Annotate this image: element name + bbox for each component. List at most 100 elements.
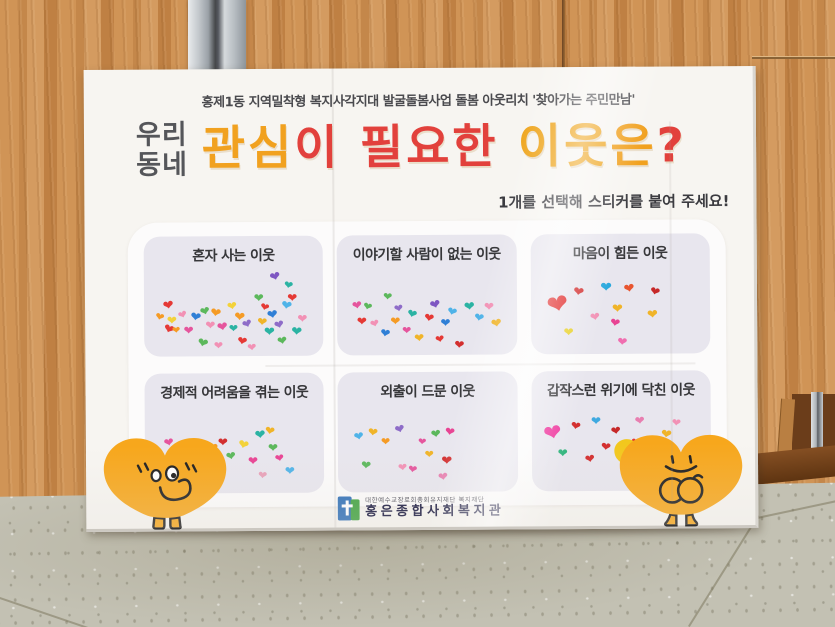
heart-sticker: ❤ bbox=[176, 307, 190, 323]
heart-sticker: ❤ bbox=[205, 318, 216, 333]
heart-sticker: ❤ bbox=[543, 287, 572, 322]
heart-sticker: ❤ bbox=[356, 314, 367, 329]
heart-character-right bbox=[614, 434, 743, 527]
heart-sticker: ❤ bbox=[589, 309, 602, 326]
heart-sticker: ❤ bbox=[489, 315, 503, 333]
panel-title: 갑작스런 위기에 닥친 이웃 bbox=[546, 382, 695, 400]
heart-sticker: ❤ bbox=[247, 453, 259, 468]
title-segment: 은 bbox=[610, 118, 657, 174]
heart-sticker: ❤ bbox=[368, 316, 382, 332]
title-prefix-line2: 동네 bbox=[136, 149, 188, 181]
title-prefix: 우리 동네 bbox=[135, 119, 188, 181]
heart-sticker: ❤ bbox=[153, 309, 166, 325]
heart-sticker: ❤ bbox=[360, 457, 372, 473]
door-hinge-metal bbox=[188, 0, 246, 75]
sticker-area: ❤ ❤ ❤ ❤ ❤ ❤ ❤ ❤ ❤ ❤ ❤ bbox=[536, 263, 704, 350]
neighbor-panel: 이야기할 사람이 없는 이웃 ❤ ❤ ❤ ❤ ❤ ❤ ❤ ❤ ❤ ❤ ❤ ❤ ❤ ❤ ❤ ❤ ❤ ❤ ❤ ❤ ❤ bbox=[336, 234, 517, 356]
title-segment: ? bbox=[656, 118, 688, 174]
heart-sticker: ❤ bbox=[171, 325, 181, 338]
panel-title: 혼자 사는 이웃 bbox=[192, 247, 275, 265]
heart-sticker: ❤ bbox=[268, 268, 284, 287]
heart-sticker: ❤ bbox=[273, 451, 286, 466]
heart-sticker: ❤ bbox=[361, 299, 375, 315]
heart-sticker: ❤ bbox=[195, 334, 210, 352]
instruction-text: 1개를 선택해 스티커를 붙여 주세요! bbox=[497, 192, 730, 212]
heart-sticker: ❤ bbox=[215, 319, 230, 337]
title-segment: 필요한 bbox=[340, 119, 499, 176]
heart-sticker: ❤ bbox=[572, 284, 586, 302]
heart-sticker: ❤ bbox=[583, 450, 596, 467]
organization-footer: 대한예수교장로회총회유지재단 복지재단 홍은종합사회복지관 bbox=[337, 495, 504, 521]
heart-sticker: ❤ bbox=[609, 315, 622, 331]
heart-sticker: ❤ bbox=[390, 314, 401, 329]
heart-sticker: ❤ bbox=[483, 299, 495, 314]
heart-sticker: ❤ bbox=[382, 289, 394, 304]
wall-panel-seam bbox=[752, 56, 835, 59]
heart-sticker: ❤ bbox=[463, 299, 476, 316]
heart-sticker: ❤ bbox=[240, 315, 255, 332]
title-segment: 이웃 bbox=[498, 118, 611, 175]
program-line: 홍제1동 지역밀착형 복지사각지대 발굴돌봄사업 돌봄 아웃리치 '찾아가는 주… bbox=[201, 92, 635, 111]
panel-title: 마음이 힘든 이웃 bbox=[572, 245, 668, 263]
heart-sticker: ❤ bbox=[648, 283, 663, 300]
heart-sticker: ❤ bbox=[428, 297, 444, 315]
heart-sticker: ❤ bbox=[290, 324, 303, 341]
heart-sticker: ❤ bbox=[434, 331, 446, 347]
heart-sticker: ❤ bbox=[246, 340, 258, 355]
heart-sticker: ❤ bbox=[287, 290, 298, 305]
heart-sticker: ❤ bbox=[402, 324, 412, 338]
heart-sticker: ❤ bbox=[263, 325, 275, 341]
heart-sticker: ❤ bbox=[541, 419, 565, 449]
welfare-poster: 홍제1동 지역밀착형 복지사각지대 발굴돌봄사업 돌봄 아웃리치 '찾아가는 주… bbox=[83, 65, 759, 533]
panel-title: 이야기할 사람이 없는 이웃 bbox=[352, 246, 501, 264]
heart-sticker: ❤ bbox=[392, 420, 407, 437]
heart-sticker: ❤ bbox=[397, 460, 408, 475]
title-segment: 관심 bbox=[201, 120, 295, 177]
heart-sticker: ❤ bbox=[413, 330, 425, 346]
heart-sticker: ❤ bbox=[405, 306, 419, 323]
heart-sticker: ❤ bbox=[600, 280, 612, 297]
heart-sticker: ❤ bbox=[392, 301, 404, 316]
panel-title: 외출이 드문 이웃 bbox=[380, 383, 475, 401]
heart-sticker: ❤ bbox=[272, 317, 286, 334]
neighbor-panel: 마음이 힘든 이웃 ❤ ❤ ❤ ❤ ❤ ❤ ❤ ❤ ❤ ❤ ❤ bbox=[530, 233, 711, 355]
heart-sticker: ❤ bbox=[437, 469, 450, 485]
heart-sticker: ❤ bbox=[213, 339, 224, 353]
heart-sticker: ❤ bbox=[569, 418, 583, 434]
main-title: 관심이 필요한 이웃은? bbox=[202, 114, 688, 181]
heart-sticker: ❤ bbox=[257, 468, 268, 483]
heart-sticker: ❤ bbox=[263, 423, 276, 440]
heart-sticker: ❤ bbox=[453, 337, 465, 353]
door-seam bbox=[562, 0, 565, 72]
heart-sticker: ❤ bbox=[297, 311, 308, 327]
heart-sticker: ❤ bbox=[443, 424, 456, 440]
heart-sticker: ❤ bbox=[633, 412, 646, 428]
heart-sticker: ❤ bbox=[590, 413, 602, 428]
neighbor-panel: 혼자 사는 이웃 ❤ ❤ ❤ ❤ ❤ ❤ ❤ ❤ ❤ ❤ ❤ ❤ ❤ ❤ ❤ ❤ ❤ ❤ ❤ ❤ ❤ ❤ ❤ ❤ ❤ ❤ ❤ ❤ ❤ ❤ ❤ ❤… bbox=[143, 235, 324, 357]
heart-sticker: ❤ bbox=[622, 280, 636, 298]
heart-sticker: ❤ bbox=[407, 462, 418, 477]
heart-sticker: ❤ bbox=[183, 323, 194, 338]
heart-sticker: ❤ bbox=[276, 332, 289, 349]
heart-sticker: ❤ bbox=[430, 426, 443, 442]
heart-sticker: ❤ bbox=[611, 301, 623, 317]
heart-sticker: ❤ bbox=[236, 437, 251, 455]
panel-title: 경제적 어려움을 겪는 이웃 bbox=[160, 384, 309, 402]
title-block: 우리 동네 관심이 필요한 이웃은? bbox=[136, 114, 687, 181]
heart-sticker: ❤ bbox=[616, 334, 628, 350]
heart-sticker: ❤ bbox=[646, 306, 659, 323]
heart-sticker: ❤ bbox=[366, 424, 379, 440]
org-name-text: 홍은종합사회복지관 bbox=[365, 503, 505, 520]
church-logo-icon bbox=[337, 496, 360, 521]
heart-sticker: ❤ bbox=[557, 446, 568, 461]
heart-sticker: ❤ bbox=[563, 324, 574, 340]
heart-sticker: ❤ bbox=[380, 435, 391, 449]
heart-character-left bbox=[103, 438, 227, 530]
sticker-area: ❤❤❤❤❤❤❤❤❤❤❤❤❤ bbox=[344, 401, 512, 488]
title-prefix-line1: 우리 bbox=[135, 119, 188, 151]
heart-sticker: ❤ bbox=[379, 325, 392, 341]
neighbor-panel: 외출이 드문 이웃 ❤ ❤ ❤ ❤ ❤ ❤ ❤ ❤ ❤ ❤ ❤ ❤ ❤ bbox=[337, 371, 518, 493]
heart-sticker: ❤ bbox=[445, 304, 459, 321]
footer-text: 대한예수교장로회총회유지재단 복지재단 홍은종합사회복지관 bbox=[365, 495, 504, 520]
